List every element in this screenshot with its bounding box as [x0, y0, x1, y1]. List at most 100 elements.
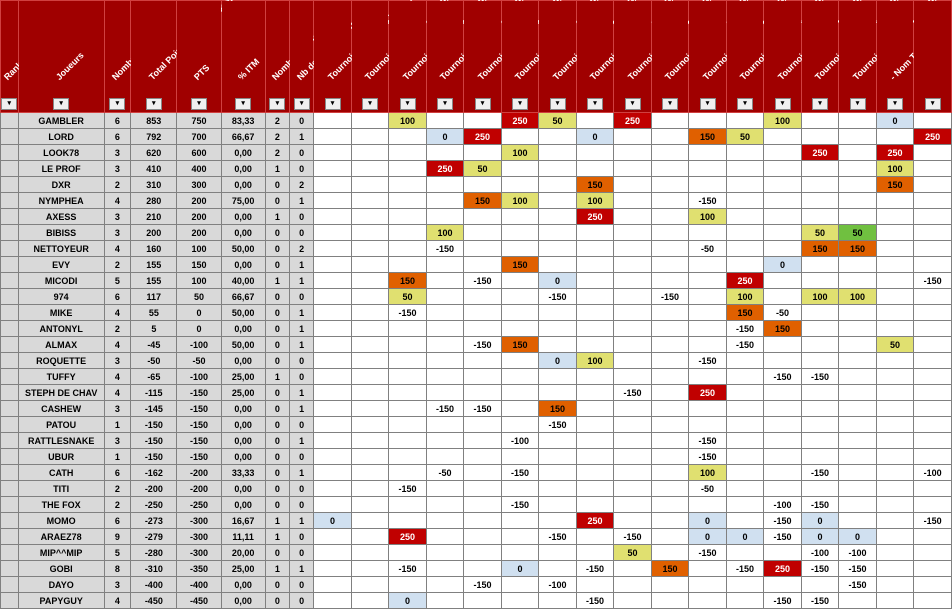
- filter-dropdown-icon[interactable]: ▾: [775, 98, 791, 110]
- itm-percent: 0,00: [221, 177, 265, 193]
- header-4[interactable]: PTS▾: [177, 1, 221, 113]
- score-cell: -150: [651, 289, 689, 305]
- score-cell: [914, 577, 952, 593]
- pts: -150: [177, 385, 221, 401]
- win-count: 0: [265, 385, 289, 401]
- score-cell: [351, 497, 389, 513]
- win-count: 0: [265, 337, 289, 353]
- filter-dropdown-icon[interactable]: ▾: [925, 98, 941, 110]
- header-13[interactable]: Tournoi 3 - 16/10/23 - Table 2▾: [501, 1, 539, 113]
- filter-dropdown-icon[interactable]: ▾: [146, 98, 162, 110]
- header-20[interactable]: Tournoi 7 - 15/01/24 - Table 1▾: [764, 1, 802, 113]
- filter-dropdown-icon[interactable]: ▾: [812, 98, 828, 110]
- score-cell: 50: [614, 545, 652, 561]
- filter-dropdown-icon[interactable]: ▾: [1, 98, 17, 110]
- filter-dropdown-icon[interactable]: ▾: [662, 98, 678, 110]
- header-19[interactable]: Tournoi 7 - 15/01/24 - Table 2▾: [726, 1, 764, 113]
- filter-dropdown-icon[interactable]: ▾: [887, 98, 903, 110]
- header-18[interactable]: Tournoi 6 - 11/12/23 - Table 2▾: [689, 1, 727, 113]
- score-cell: -150: [614, 385, 652, 401]
- table-row: STEPH DE CHAV4-115-15025,0001-150250: [1, 385, 952, 401]
- score-cell: [651, 465, 689, 481]
- score-cell: [651, 481, 689, 497]
- header-12[interactable]: Tournoi 3 - 16/10/23 - Table 1▾: [464, 1, 502, 113]
- score-cell: [651, 145, 689, 161]
- filter-dropdown-icon[interactable]: ▾: [325, 98, 341, 110]
- score-cell: -150: [801, 465, 839, 481]
- score-cell: [839, 385, 877, 401]
- header-2[interactable]: Nombre de tournois▾: [104, 1, 130, 113]
- tournament-count: 8: [104, 561, 130, 577]
- filter-dropdown-icon[interactable]: ▾: [550, 98, 566, 110]
- score-cell: -150: [426, 401, 464, 417]
- score-cell: [614, 337, 652, 353]
- header-14[interactable]: Tournoi 4 - 13/11/23 - Table2▾: [539, 1, 577, 113]
- table-row: ARAEZ789-279-30011,1110250-150-15000-150…: [1, 529, 952, 545]
- header-22[interactable]: Tournoi 8 - 29/01/24 - Table1▾: [839, 1, 877, 113]
- header-11[interactable]: Tournoi 2 - 02/10/23 - Table 2▾: [426, 1, 464, 113]
- header-10[interactable]: Tournoi 2 - 02/10/23 - Table 2▾: [389, 1, 427, 113]
- win-count: 2: [265, 113, 289, 129]
- filter-dropdown-icon[interactable]: ▾: [235, 98, 251, 110]
- header-1[interactable]: Joueurs▾: [18, 1, 104, 113]
- itm-percent: 0,00: [221, 257, 265, 273]
- filter-dropdown-icon[interactable]: ▾: [362, 98, 378, 110]
- score-cell: [576, 497, 614, 513]
- score-cell: [351, 177, 389, 193]
- score-cell: [389, 465, 427, 481]
- score-cell: [351, 321, 389, 337]
- filter-dropdown-icon[interactable]: ▾: [400, 98, 416, 110]
- score-cell: [576, 481, 614, 497]
- filter-dropdown-icon[interactable]: ▾: [625, 98, 641, 110]
- total-points: -45: [131, 337, 177, 353]
- score-cell: [576, 113, 614, 129]
- filter-dropdown-icon[interactable]: ▾: [475, 98, 491, 110]
- score-cell: [839, 369, 877, 385]
- filter-dropdown-icon[interactable]: ▾: [269, 98, 285, 110]
- header-15[interactable]: Tournoi 4 - 13/11/23 - Table2▾: [576, 1, 614, 113]
- header-23[interactable]: - Nom Table1▾: [876, 1, 914, 113]
- score-cell: [576, 257, 614, 273]
- score-cell: [426, 497, 464, 513]
- itm-percent: 0,00: [221, 209, 265, 225]
- score-cell: [914, 145, 952, 161]
- rank-cell: [1, 497, 19, 513]
- score-cell: [914, 401, 952, 417]
- header-6[interactable]: Nombre de victoires▾: [265, 1, 289, 113]
- filter-dropdown-icon[interactable]: ▾: [700, 98, 716, 110]
- header-17[interactable]: Tournoi 5 - 27/11/23 - Table 2▾: [651, 1, 689, 113]
- score-cell: [689, 321, 727, 337]
- filter-dropdown-icon[interactable]: ▾: [850, 98, 866, 110]
- header-21[interactable]: Tournoi 8 - 29/01/24 - Table1▾: [801, 1, 839, 113]
- header-9[interactable]: Tournoi 1 - 18/09/23 - Table 2▾: [351, 1, 389, 113]
- itm-percent: 75,00: [221, 193, 265, 209]
- header-7[interactable]: Nb de seconde place 1▾: [290, 1, 314, 113]
- filter-dropdown-icon[interactable]: ▾: [437, 98, 453, 110]
- header-24[interactable]: ▾: [914, 1, 952, 113]
- filter-dropdown-icon[interactable]: ▾: [191, 98, 207, 110]
- score-cell: [314, 305, 352, 321]
- filter-dropdown-icon[interactable]: ▾: [737, 98, 753, 110]
- header-16[interactable]: Tournoi 5 - 27/11/23 - Table 2▾: [614, 1, 652, 113]
- score-cell: [651, 449, 689, 465]
- score-cell: [501, 481, 539, 497]
- score-cell: [389, 321, 427, 337]
- header-8[interactable]: Tournoi 1 - 18/09/23 Table 1▾: [314, 1, 352, 113]
- win-count: 1: [265, 513, 289, 529]
- filter-dropdown-icon[interactable]: ▾: [587, 98, 603, 110]
- header-0[interactable]: Rank▾: [1, 1, 19, 113]
- score-cell: [539, 385, 577, 401]
- header-3[interactable]: Total Points + ITM + 10xwin + 5x 2nd)▾: [131, 1, 177, 113]
- filter-dropdown-icon[interactable]: ▾: [109, 98, 125, 110]
- score-cell: [426, 353, 464, 369]
- score-cell: [876, 225, 914, 241]
- header-5[interactable]: % ITM▾: [221, 1, 265, 113]
- filter-dropdown-icon[interactable]: ▾: [294, 98, 310, 110]
- tournament-count: 6: [104, 465, 130, 481]
- score-cell: 150: [801, 241, 839, 257]
- score-cell: [576, 161, 614, 177]
- filter-dropdown-icon[interactable]: ▾: [512, 98, 528, 110]
- filter-dropdown-icon[interactable]: ▾: [53, 98, 69, 110]
- score-cell: 100: [839, 289, 877, 305]
- pts: 100: [177, 273, 221, 289]
